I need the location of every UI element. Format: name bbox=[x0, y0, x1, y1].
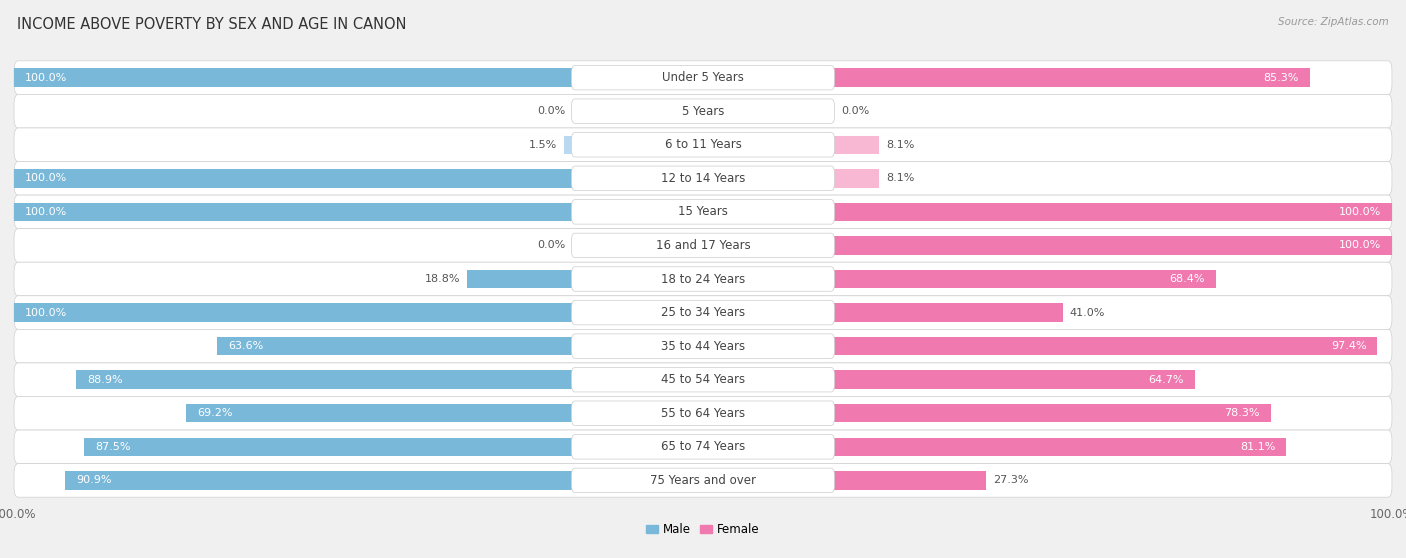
Text: 100.0%: 100.0% bbox=[25, 174, 67, 184]
Text: 78.3%: 78.3% bbox=[1225, 408, 1260, 418]
Bar bbox=[14, 169, 572, 187]
Bar bbox=[186, 404, 572, 422]
FancyBboxPatch shape bbox=[14, 464, 1392, 497]
FancyBboxPatch shape bbox=[14, 363, 1392, 397]
FancyBboxPatch shape bbox=[14, 262, 1392, 296]
Bar bbox=[834, 404, 1271, 422]
Bar bbox=[217, 337, 572, 355]
Text: 0.0%: 0.0% bbox=[841, 106, 869, 116]
Text: 35 to 44 Years: 35 to 44 Years bbox=[661, 340, 745, 353]
Text: 90.9%: 90.9% bbox=[76, 475, 111, 485]
Bar bbox=[834, 136, 879, 154]
Text: 100.0%: 100.0% bbox=[25, 307, 67, 318]
Text: 0.0%: 0.0% bbox=[537, 106, 565, 116]
Bar bbox=[564, 136, 572, 154]
Text: 27.3%: 27.3% bbox=[993, 475, 1029, 485]
Text: 85.3%: 85.3% bbox=[1264, 73, 1299, 83]
FancyBboxPatch shape bbox=[14, 161, 1392, 195]
Text: INCOME ABOVE POVERTY BY SEX AND AGE IN CANON: INCOME ABOVE POVERTY BY SEX AND AGE IN C… bbox=[17, 17, 406, 32]
FancyBboxPatch shape bbox=[571, 65, 835, 90]
Text: 15 Years: 15 Years bbox=[678, 205, 728, 218]
Bar bbox=[834, 236, 1392, 254]
Text: 81.1%: 81.1% bbox=[1240, 442, 1275, 452]
Text: 41.0%: 41.0% bbox=[1070, 307, 1105, 318]
Text: 5 Years: 5 Years bbox=[682, 105, 724, 118]
Text: 18.8%: 18.8% bbox=[425, 274, 460, 284]
Text: 65 to 74 Years: 65 to 74 Years bbox=[661, 440, 745, 453]
Bar bbox=[834, 337, 1378, 355]
Text: 6 to 11 Years: 6 to 11 Years bbox=[665, 138, 741, 151]
Bar bbox=[14, 69, 572, 87]
Bar bbox=[65, 471, 572, 489]
Text: 88.9%: 88.9% bbox=[87, 374, 122, 384]
FancyBboxPatch shape bbox=[14, 61, 1392, 94]
FancyBboxPatch shape bbox=[571, 435, 835, 459]
FancyBboxPatch shape bbox=[571, 267, 835, 291]
Text: 12 to 14 Years: 12 to 14 Years bbox=[661, 172, 745, 185]
Text: 25 to 34 Years: 25 to 34 Years bbox=[661, 306, 745, 319]
Bar bbox=[834, 437, 1286, 456]
Text: 18 to 24 Years: 18 to 24 Years bbox=[661, 272, 745, 286]
FancyBboxPatch shape bbox=[14, 296, 1392, 329]
Legend: Male, Female: Male, Female bbox=[641, 518, 765, 541]
Text: 97.4%: 97.4% bbox=[1331, 341, 1367, 351]
Text: 1.5%: 1.5% bbox=[529, 140, 557, 150]
Text: 45 to 54 Years: 45 to 54 Years bbox=[661, 373, 745, 386]
FancyBboxPatch shape bbox=[14, 195, 1392, 229]
FancyBboxPatch shape bbox=[571, 300, 835, 325]
FancyBboxPatch shape bbox=[571, 99, 835, 123]
FancyBboxPatch shape bbox=[14, 329, 1392, 363]
FancyBboxPatch shape bbox=[571, 334, 835, 358]
Text: 63.6%: 63.6% bbox=[228, 341, 263, 351]
Text: 64.7%: 64.7% bbox=[1149, 374, 1184, 384]
FancyBboxPatch shape bbox=[14, 128, 1392, 161]
Bar bbox=[467, 270, 572, 288]
Text: 100.0%: 100.0% bbox=[1339, 240, 1381, 251]
FancyBboxPatch shape bbox=[571, 166, 835, 191]
Bar bbox=[834, 169, 879, 187]
Text: 8.1%: 8.1% bbox=[886, 174, 914, 184]
Text: 55 to 64 Years: 55 to 64 Years bbox=[661, 407, 745, 420]
Bar bbox=[14, 203, 572, 221]
Text: 87.5%: 87.5% bbox=[94, 442, 131, 452]
FancyBboxPatch shape bbox=[571, 367, 835, 392]
Bar bbox=[834, 471, 986, 489]
Bar bbox=[76, 371, 572, 389]
Text: Source: ZipAtlas.com: Source: ZipAtlas.com bbox=[1278, 17, 1389, 27]
Bar bbox=[834, 270, 1216, 288]
FancyBboxPatch shape bbox=[14, 397, 1392, 430]
FancyBboxPatch shape bbox=[571, 468, 835, 493]
FancyBboxPatch shape bbox=[571, 132, 835, 157]
Text: 100.0%: 100.0% bbox=[25, 73, 67, 83]
Bar bbox=[14, 304, 572, 322]
FancyBboxPatch shape bbox=[14, 430, 1392, 464]
Bar bbox=[834, 69, 1310, 87]
FancyBboxPatch shape bbox=[14, 229, 1392, 262]
FancyBboxPatch shape bbox=[571, 200, 835, 224]
FancyBboxPatch shape bbox=[571, 233, 835, 258]
Text: 68.4%: 68.4% bbox=[1168, 274, 1205, 284]
Text: 100.0%: 100.0% bbox=[25, 207, 67, 217]
Text: 0.0%: 0.0% bbox=[537, 240, 565, 251]
Text: Under 5 Years: Under 5 Years bbox=[662, 71, 744, 84]
Bar bbox=[834, 304, 1063, 322]
FancyBboxPatch shape bbox=[14, 94, 1392, 128]
Text: 75 Years and over: 75 Years and over bbox=[650, 474, 756, 487]
Text: 100.0%: 100.0% bbox=[1339, 207, 1381, 217]
Bar bbox=[834, 371, 1195, 389]
FancyBboxPatch shape bbox=[571, 401, 835, 426]
Bar bbox=[84, 437, 572, 456]
Text: 8.1%: 8.1% bbox=[886, 140, 914, 150]
Text: 69.2%: 69.2% bbox=[197, 408, 232, 418]
Bar bbox=[834, 203, 1392, 221]
Text: 16 and 17 Years: 16 and 17 Years bbox=[655, 239, 751, 252]
